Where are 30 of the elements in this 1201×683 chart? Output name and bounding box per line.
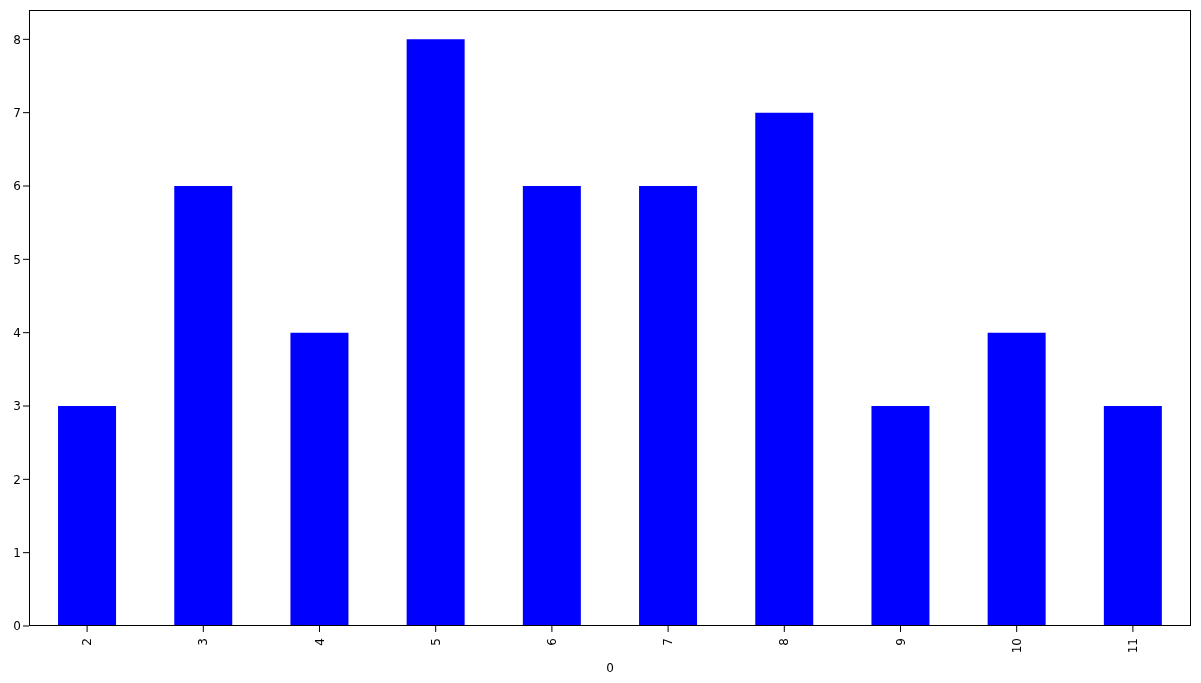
bar: [871, 406, 930, 626]
bar: [1103, 406, 1162, 626]
x-tick-label: 4: [312, 638, 327, 646]
x-tick-label: 10: [1009, 638, 1024, 654]
y-tick-label: 5: [13, 252, 21, 267]
y-tick-label: 2: [13, 472, 21, 487]
y-tick-label: 7: [13, 105, 21, 120]
y-tick-label: 6: [13, 179, 21, 194]
y-tick-label: 4: [13, 325, 21, 340]
x-tick-label: 5: [428, 638, 443, 646]
x-axis-title: 0: [606, 661, 614, 675]
bar: [755, 112, 814, 626]
x-tick-label: 6: [544, 638, 559, 646]
x-tick-label: 3: [196, 638, 211, 646]
bar: [58, 406, 117, 626]
y-tick-label: 3: [13, 399, 21, 414]
bar: [290, 332, 349, 626]
x-tick-label: 7: [661, 638, 676, 646]
x-tick-label: 2: [80, 638, 95, 646]
bar: [522, 186, 581, 626]
x-tick-label: 11: [1125, 638, 1140, 654]
y-tick-label: 1: [13, 545, 21, 560]
bar: [639, 186, 698, 626]
bar: [174, 186, 233, 626]
bar: [406, 39, 465, 626]
y-tick-label: 8: [13, 32, 21, 47]
x-tick-label: 8: [777, 638, 792, 646]
y-tick-label: 0: [13, 619, 21, 634]
x-tick-label: 9: [893, 638, 908, 646]
bar: [987, 332, 1046, 626]
